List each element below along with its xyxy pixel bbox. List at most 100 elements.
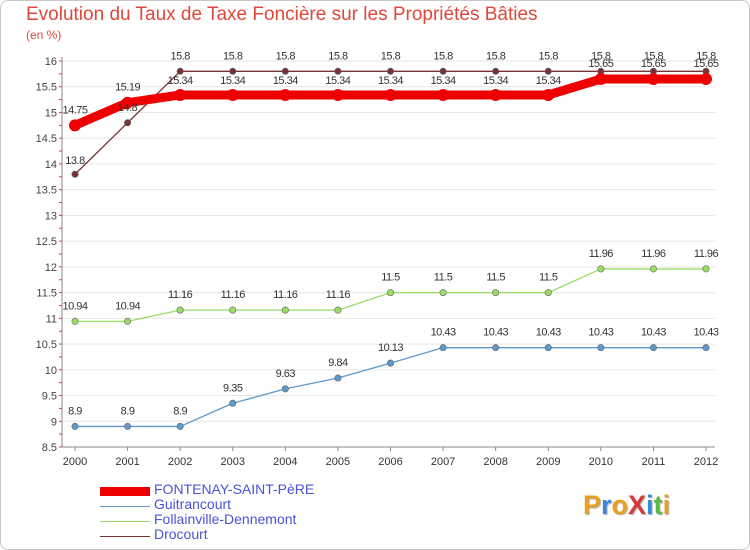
data-label: 10.43 bbox=[588, 327, 613, 339]
data-point bbox=[124, 422, 132, 430]
data-point bbox=[71, 422, 79, 430]
data-point bbox=[386, 289, 394, 297]
x-tick-label: 2012 bbox=[694, 456, 718, 468]
x-tick-label: 2009 bbox=[536, 456, 560, 468]
y-tick-label: 9.5 bbox=[42, 391, 57, 403]
data-point bbox=[492, 289, 500, 297]
data-label: 15.8 bbox=[328, 50, 348, 62]
data-point bbox=[71, 170, 79, 178]
data-point bbox=[700, 73, 712, 86]
data-label: 15.34 bbox=[431, 75, 456, 87]
y-tick-label: 15 bbox=[45, 107, 57, 119]
data-label: 15.19 bbox=[115, 82, 140, 94]
data-label: 11.16 bbox=[273, 289, 298, 301]
data-label: 11.96 bbox=[641, 248, 666, 260]
y-tick-label: 16 bbox=[45, 56, 57, 68]
data-point bbox=[174, 88, 187, 101]
legend-label-follainville: Follainville-Dennemont bbox=[154, 511, 297, 527]
data-point bbox=[331, 88, 344, 101]
data-label: 10.43 bbox=[431, 327, 456, 339]
data-label: 15.8 bbox=[539, 50, 559, 62]
data-label: 10.94 bbox=[115, 300, 140, 312]
y-tick-label: 12 bbox=[45, 262, 57, 274]
data-point bbox=[489, 88, 502, 101]
data-point bbox=[649, 265, 657, 273]
data-point bbox=[544, 289, 552, 297]
y-tick-label: 10 bbox=[45, 365, 57, 377]
logo-letter: X bbox=[628, 490, 647, 520]
y-tick-label: 11.5 bbox=[36, 288, 57, 300]
unit-label: (en %) bbox=[26, 28, 62, 42]
data-point bbox=[334, 67, 342, 75]
data-point bbox=[492, 67, 500, 75]
data-label: 11.16 bbox=[326, 289, 351, 301]
data-label: 15.34 bbox=[378, 75, 403, 87]
data-label: 15.34 bbox=[325, 75, 350, 87]
data-point bbox=[544, 67, 552, 75]
data-point bbox=[439, 67, 447, 75]
data-point bbox=[121, 96, 134, 109]
y-tick-label: 11 bbox=[46, 313, 57, 325]
data-label: 11.96 bbox=[589, 248, 614, 260]
data-label: 11.5 bbox=[539, 272, 558, 284]
y-tick-label: 9 bbox=[51, 416, 57, 428]
data-point bbox=[71, 317, 79, 325]
data-label: 10.94 bbox=[62, 300, 87, 312]
data-label: 8.9 bbox=[68, 405, 82, 417]
logo-letter: i bbox=[662, 490, 671, 520]
data-label: 15.8 bbox=[696, 50, 716, 62]
legend-label-guitrancourt: Guitrancourt bbox=[154, 496, 232, 512]
y-tick-label: 14 bbox=[45, 159, 57, 171]
data-point bbox=[281, 67, 289, 75]
data-label: 11.16 bbox=[221, 289, 246, 301]
data-point bbox=[597, 265, 605, 273]
data-label: 14.8 bbox=[118, 102, 138, 114]
data-point bbox=[597, 344, 605, 352]
data-point bbox=[384, 88, 397, 101]
legend-swatch-fontenay bbox=[100, 487, 150, 496]
data-label: 15.8 bbox=[223, 50, 243, 62]
data-label: 10.13 bbox=[378, 342, 403, 354]
data-label: 8.9 bbox=[121, 405, 135, 417]
x-tick-label: 2011 bbox=[642, 456, 666, 468]
data-label: 9.63 bbox=[276, 368, 296, 380]
data-point bbox=[279, 88, 292, 101]
data-point bbox=[649, 344, 657, 352]
line-chart: 8.5 9 9.5 10 10.5 11 11.5 12 12.5 13 13.5 14 14.5 15 1… bbox=[36, 50, 720, 468]
x-tick-label: 2003 bbox=[221, 456, 245, 468]
data-label: 10.43 bbox=[536, 327, 561, 339]
data-point bbox=[544, 344, 552, 352]
legend-label-drocourt: Drocourt bbox=[154, 526, 208, 542]
data-point bbox=[229, 306, 237, 314]
data-label: 10.43 bbox=[483, 327, 508, 339]
data-label: 15.34 bbox=[220, 75, 245, 87]
data-label: 11.96 bbox=[694, 248, 719, 260]
data-label: 15.8 bbox=[381, 50, 401, 62]
data-label: 15.65 bbox=[641, 58, 666, 70]
data-label: 15.65 bbox=[588, 58, 613, 70]
data-label: 9.35 bbox=[223, 382, 243, 394]
data-point bbox=[124, 317, 132, 325]
series-line-1 bbox=[74, 347, 707, 428]
data-point bbox=[386, 359, 394, 367]
data-point bbox=[702, 265, 710, 273]
x-tick-label: 2006 bbox=[378, 456, 402, 468]
data-point bbox=[124, 119, 132, 127]
x-tick-label: 2008 bbox=[483, 456, 507, 468]
data-point bbox=[69, 119, 81, 132]
legend-swatch-follainville bbox=[100, 521, 150, 522]
data-label: 15.8 bbox=[644, 50, 664, 62]
x-tick-label: 2004 bbox=[273, 456, 297, 468]
data-label: 13.8 bbox=[65, 155, 85, 167]
x-tick-label: 2001 bbox=[115, 456, 139, 468]
y-tick-label: 13 bbox=[45, 210, 57, 222]
data-point bbox=[542, 88, 555, 101]
legend-label-fontenay: FONTENAY-SAINT-PèRE bbox=[154, 481, 315, 497]
data-label: 11.16 bbox=[168, 289, 193, 301]
data-point bbox=[702, 344, 710, 352]
data-label: 15.65 bbox=[693, 58, 718, 70]
x-tick-label: 2002 bbox=[168, 456, 192, 468]
y-tick-label: 13.5 bbox=[36, 185, 57, 197]
data-point bbox=[176, 67, 184, 75]
data-point bbox=[229, 67, 237, 75]
